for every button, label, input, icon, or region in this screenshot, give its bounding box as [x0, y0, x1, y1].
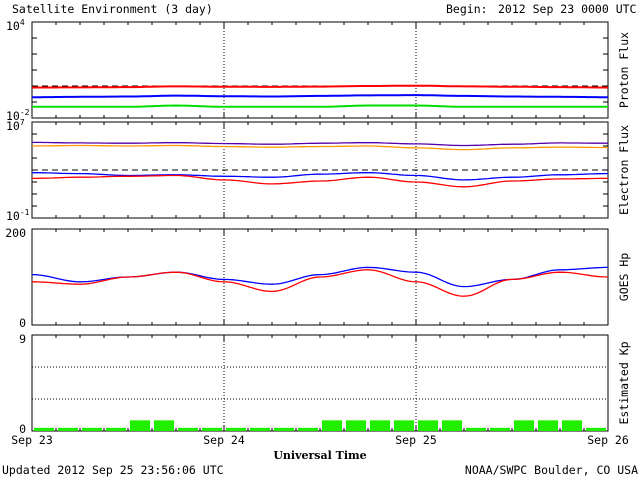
y-tick-label: 0 [19, 316, 26, 330]
kp-bar [562, 420, 582, 431]
series-line-blue [32, 94, 608, 99]
series-line-blue [32, 172, 608, 181]
kp-bar [418, 420, 438, 431]
kp-bar [250, 427, 270, 431]
y-tick-label: 0 [19, 422, 26, 436]
panel-frame [31, 21, 609, 119]
panel-2: 107 10-1 Electron Flux [6, 118, 631, 223]
panel-frame [31, 334, 609, 432]
y-axis-label: Proton Flux [617, 32, 631, 108]
kp-bar [490, 427, 510, 431]
y-axis-label: GOES Hp [617, 253, 631, 302]
kp-bar [442, 420, 462, 431]
y-tick-label: 107 [6, 118, 25, 133]
y-tick-label: 10-1 [6, 208, 30, 223]
kp-bar [106, 427, 126, 431]
series-line-purple [32, 141, 608, 147]
kp-bar [538, 420, 558, 431]
series-line-red [32, 269, 609, 297]
kp-bar [298, 427, 318, 431]
y-axis-label: Estimated Kp [617, 341, 631, 424]
series-line-red [32, 174, 608, 188]
kp-bar [154, 420, 174, 431]
panel-1: 104 10-2 Proton Flux [6, 18, 631, 123]
y-tick-label: 200 [5, 226, 26, 240]
series-line-orange [32, 144, 608, 151]
y-tick-label: 9 [19, 332, 26, 346]
kp-bar [394, 420, 414, 431]
kp-bar [226, 427, 246, 431]
kp-bar [178, 427, 198, 431]
panel-4: 9 0 Estimated Kp [19, 332, 631, 436]
panel-frame [31, 121, 609, 219]
begin-label: Begin: [446, 2, 488, 16]
kp-bar [370, 420, 390, 431]
kp-bar [202, 427, 222, 431]
x-tick-label-2: Sep 25 [395, 433, 437, 447]
kp-bar [322, 420, 342, 431]
kp-bar [346, 420, 366, 431]
kp-bar [58, 427, 78, 431]
kp-bar [34, 427, 54, 431]
x-axis-title: Universal Time [273, 449, 366, 462]
begin-value: 2012 Sep 23 0000 UTC [498, 2, 637, 16]
kp-bar [514, 420, 534, 431]
x-tick-label-1: Sep 24 [203, 433, 245, 447]
series-line-red [31, 84, 609, 89]
panel-3: 200 0 GOES Hp [5, 226, 631, 330]
kp-bar [466, 427, 486, 431]
updated-timestamp: Updated 2012 Sep 25 23:56:06 UTC [2, 463, 224, 477]
y-axis-label: Electron Flux [617, 125, 631, 215]
y-tick-label: 104 [6, 18, 25, 33]
kp-bar [274, 427, 294, 431]
y-tick-label: 10-2 [6, 108, 30, 123]
chart-title: Satellite Environment (3 day) [12, 2, 213, 16]
kp-bar [130, 420, 150, 431]
x-tick-label-3: Sep 26 [587, 433, 629, 447]
x-tick-label-0: Sep 23 [11, 433, 53, 447]
credit-label: NOAA/SWPC Boulder, CO USA [465, 463, 638, 477]
series-line-green [32, 104, 608, 108]
kp-bar [82, 427, 102, 431]
kp-bar [586, 427, 606, 431]
